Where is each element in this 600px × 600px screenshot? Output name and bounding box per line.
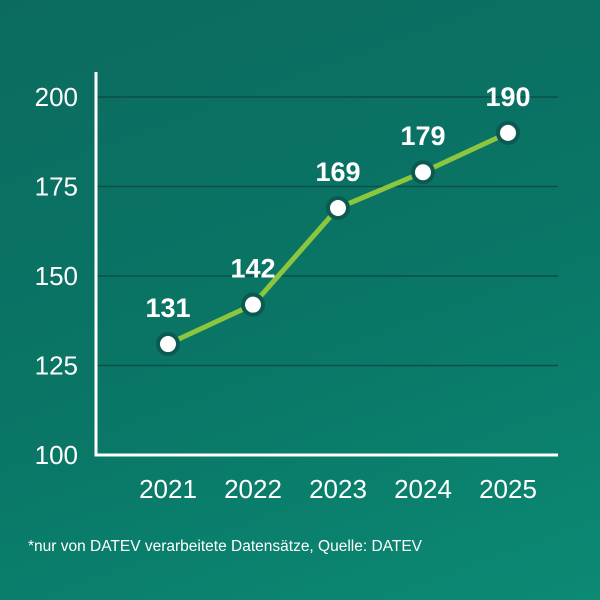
x-tick-label: 2022: [224, 474, 282, 504]
data-label: 179: [400, 121, 445, 151]
data-point: [326, 196, 350, 221]
x-tick-label: 2025: [479, 474, 537, 504]
y-tick-label: 175: [35, 172, 78, 202]
y-axis-ticks: 100 125 150 175 200: [35, 82, 78, 470]
data-label: 131: [145, 293, 190, 323]
data-labels: 131 142 169 179 190: [145, 82, 530, 323]
data-label: 142: [230, 254, 275, 284]
data-points: [156, 120, 520, 357]
x-tick-label: 2021: [139, 474, 197, 504]
y-tick-label: 125: [35, 351, 78, 381]
data-point: [411, 160, 435, 185]
data-label: 169: [315, 157, 360, 187]
data-point: [241, 292, 265, 317]
x-axis-ticks: 2021 2022 2023 2024 2025: [139, 474, 537, 504]
x-tick-label: 2024: [394, 474, 452, 504]
x-tick-label: 2023: [309, 474, 367, 504]
data-point: [496, 120, 520, 145]
y-tick-label: 150: [35, 261, 78, 291]
y-tick-label: 100: [35, 440, 78, 470]
data-label: 190: [485, 82, 530, 112]
data-point: [156, 332, 180, 357]
y-tick-label: 200: [35, 82, 78, 112]
gridlines: [96, 96, 558, 367]
footnote: *nur von DATEV verarbeitete Datensätze, …: [28, 538, 422, 555]
